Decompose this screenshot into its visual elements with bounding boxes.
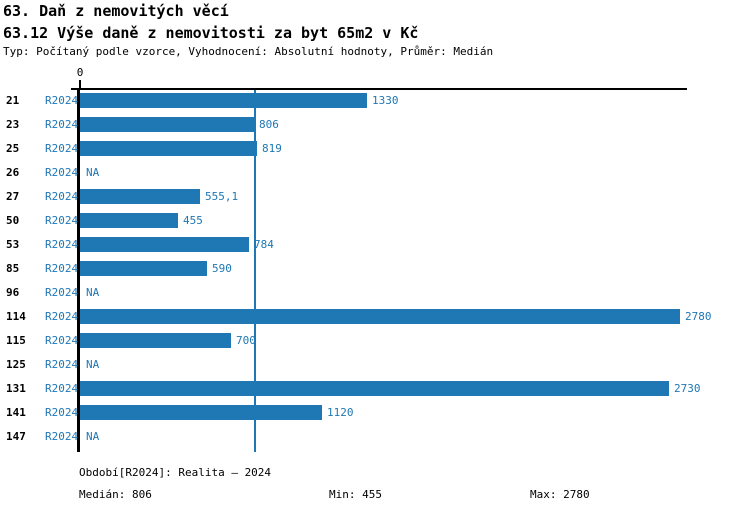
value-bar xyxy=(80,309,680,324)
footer-min-stat: Min: 455 xyxy=(329,488,382,501)
na-value-label: NA xyxy=(86,358,100,371)
chart-row: 115 R2024 700 xyxy=(0,333,750,348)
chart-row: 53 R2024 784 xyxy=(0,237,750,252)
value-bar xyxy=(80,333,231,348)
row-series-label: R2024 xyxy=(45,310,79,323)
row-series-label: R2024 xyxy=(45,214,79,227)
row-category-label: 50 xyxy=(6,214,20,227)
value-bar xyxy=(80,93,367,108)
row-series-label: R2024 xyxy=(45,334,79,347)
bar-value-label: 2730 xyxy=(674,382,701,395)
row-series-label: R2024 xyxy=(45,190,79,203)
footer-max-stat: Max: 2780 xyxy=(530,488,590,501)
chart-row: 141 R2024 1120 xyxy=(0,405,750,420)
row-series-label: R2024 xyxy=(45,166,79,179)
row-series-label: R2024 xyxy=(45,94,79,107)
row-series-label: R2024 xyxy=(45,382,79,395)
chart-row: 125 R2024 NA xyxy=(0,357,750,372)
row-series-label: R2024 xyxy=(45,118,79,131)
footer-median-stat: Medián: 806 xyxy=(79,488,152,501)
x-axis-zero-tick-label: 0 xyxy=(76,66,84,79)
chart-row: 21 R2024 1330 xyxy=(0,93,750,108)
footer-period-label: Období[R2024]: Realita – 2024 xyxy=(79,466,272,479)
x-axis-tick-mark xyxy=(79,80,81,89)
chart-row: 96 R2024 NA xyxy=(0,285,750,300)
row-series-label: R2024 xyxy=(45,358,79,371)
median-reference-line xyxy=(254,90,256,452)
bar-value-label: 455 xyxy=(183,214,203,227)
row-category-label: 26 xyxy=(6,166,20,179)
chart-row: 26 R2024 NA xyxy=(0,165,750,180)
na-value-label: NA xyxy=(86,166,100,179)
row-series-label: R2024 xyxy=(45,238,79,251)
row-series-label: R2024 xyxy=(45,142,79,155)
row-category-label: 85 xyxy=(6,262,20,275)
chart-row: 85 R2024 590 xyxy=(0,261,750,276)
value-bar xyxy=(80,213,178,228)
chart-row: 131 R2024 2730 xyxy=(0,381,750,396)
x-axis-line xyxy=(71,88,687,90)
chart-row: 147 R2024 NA xyxy=(0,429,750,444)
row-category-label: 27 xyxy=(6,190,20,203)
bar-value-label: 700 xyxy=(236,334,256,347)
chart-row: 27 R2024 555,1 xyxy=(0,189,750,204)
bar-value-label: 2780 xyxy=(685,310,712,323)
value-bar xyxy=(80,261,207,276)
row-category-label: 25 xyxy=(6,142,20,155)
value-bar xyxy=(80,381,669,396)
chart-row: 50 R2024 455 xyxy=(0,213,750,228)
row-category-label: 23 xyxy=(6,118,20,131)
row-category-label: 21 xyxy=(6,94,20,107)
row-category-label: 114 xyxy=(6,310,26,323)
value-bar xyxy=(80,189,200,204)
row-category-label: 53 xyxy=(6,238,20,251)
row-series-label: R2024 xyxy=(45,262,79,275)
row-category-label: 125 xyxy=(6,358,26,371)
bar-value-label: 819 xyxy=(262,142,282,155)
chart-row: 114 R2024 2780 xyxy=(0,309,750,324)
bar-value-label: 555,1 xyxy=(205,190,239,203)
chart-meta-info: Typ: Počítaný podle vzorce, Vyhodnocení:… xyxy=(3,45,494,58)
chart-row: 23 R2024 806 xyxy=(0,117,750,132)
bar-value-label: 1120 xyxy=(327,406,354,419)
value-bar xyxy=(80,237,249,252)
row-series-label: R2024 xyxy=(45,406,79,419)
row-category-label: 131 xyxy=(6,382,26,395)
row-category-label: 115 xyxy=(6,334,26,347)
row-series-label: R2024 xyxy=(45,286,79,299)
chart-row: 25 R2024 819 xyxy=(0,141,750,156)
row-category-label: 141 xyxy=(6,406,26,419)
value-bar xyxy=(80,405,322,420)
row-category-label: 96 xyxy=(6,286,20,299)
na-value-label: NA xyxy=(86,430,100,443)
bar-value-label: 590 xyxy=(212,262,232,275)
bar-value-label: 784 xyxy=(254,238,274,251)
na-value-label: NA xyxy=(86,286,100,299)
y-axis-line xyxy=(77,88,80,452)
row-category-label: 147 xyxy=(6,430,26,443)
chart-title: 63. Daň z nemovitých věcí xyxy=(3,2,229,20)
row-series-label: R2024 xyxy=(45,430,79,443)
bar-value-label: 806 xyxy=(259,118,279,131)
value-bar xyxy=(80,141,257,156)
bar-value-label: 1330 xyxy=(372,94,399,107)
value-bar xyxy=(80,117,254,132)
chart-subtitle: 63.12 Výše daně z nemovitosti za byt 65m… xyxy=(3,24,419,42)
